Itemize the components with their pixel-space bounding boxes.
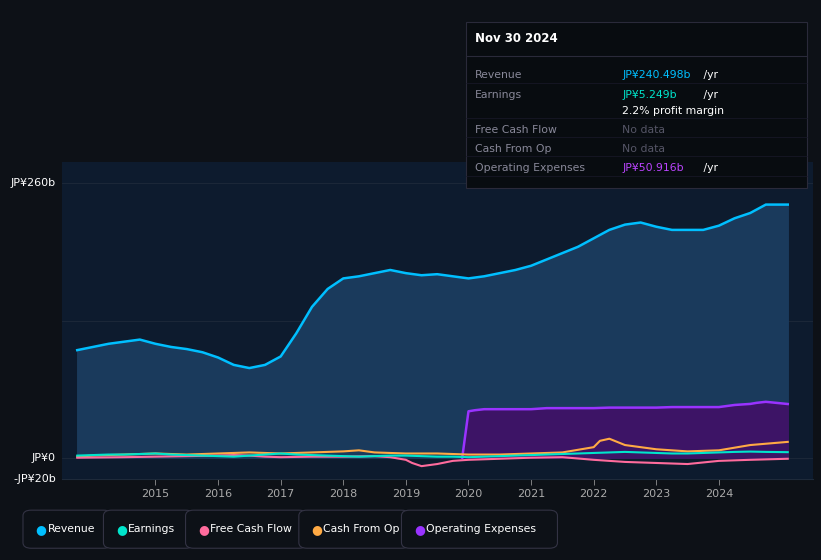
Text: Revenue: Revenue (48, 524, 95, 534)
Text: No data: No data (622, 125, 665, 135)
Text: Earnings: Earnings (475, 90, 521, 100)
Text: Cash From Op: Cash From Op (475, 144, 551, 154)
Text: /yr: /yr (700, 163, 718, 173)
Text: 2.2% profit margin: 2.2% profit margin (622, 106, 724, 115)
Text: JP¥50.916b: JP¥50.916b (622, 163, 684, 173)
Text: JP¥240.498b: JP¥240.498b (622, 71, 690, 81)
Text: JP¥260b: JP¥260b (11, 179, 56, 189)
Text: Revenue: Revenue (475, 71, 522, 81)
Text: ●: ● (116, 522, 127, 536)
Text: No data: No data (622, 144, 665, 154)
Text: Free Cash Flow: Free Cash Flow (210, 524, 292, 534)
Text: JP¥5.249b: JP¥5.249b (622, 90, 677, 100)
Text: Nov 30 2024: Nov 30 2024 (475, 31, 557, 45)
Text: Operating Expenses: Operating Expenses (475, 163, 585, 173)
Text: ●: ● (198, 522, 209, 536)
Text: Operating Expenses: Operating Expenses (426, 524, 536, 534)
Text: -JP¥20b: -JP¥20b (13, 474, 56, 484)
Text: ●: ● (311, 522, 323, 536)
Text: ●: ● (414, 522, 425, 536)
Text: ●: ● (35, 522, 47, 536)
Text: Free Cash Flow: Free Cash Flow (475, 125, 557, 135)
Text: /yr: /yr (700, 90, 718, 100)
Text: /yr: /yr (700, 71, 718, 81)
Text: Earnings: Earnings (128, 524, 175, 534)
Text: Cash From Op: Cash From Op (323, 524, 400, 534)
Text: JP¥0: JP¥0 (32, 452, 56, 463)
